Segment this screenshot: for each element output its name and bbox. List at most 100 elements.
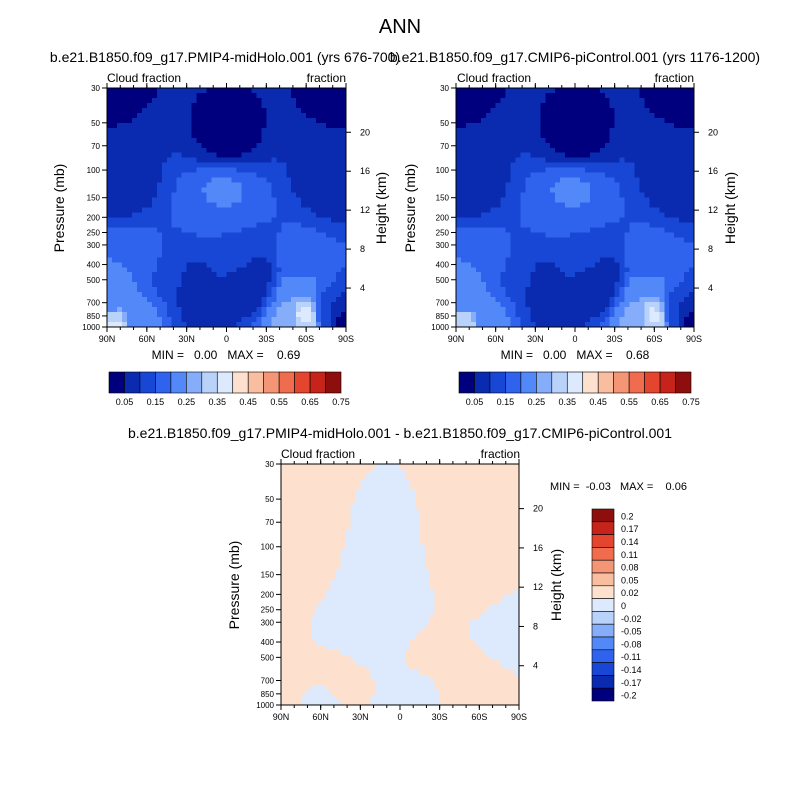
field-cell (485, 227, 492, 233)
field-cell (684, 88, 690, 94)
field-cell (674, 132, 680, 139)
field-cell (510, 207, 517, 214)
field-cell (460, 207, 467, 214)
field-cell (609, 242, 616, 248)
field-cell (196, 222, 203, 229)
field-cell (341, 222, 347, 229)
field-cell (456, 92, 462, 99)
field-cell (166, 172, 173, 179)
field-cell (649, 147, 655, 154)
field-cell (689, 322, 695, 328)
field-cell (186, 312, 193, 318)
field-cell (166, 322, 173, 328)
field-cell (545, 102, 551, 109)
field-cell (171, 107, 178, 114)
field-cell (475, 222, 482, 229)
field-cell (515, 307, 522, 313)
field-cell (664, 177, 670, 184)
field-cell (131, 262, 138, 268)
field-cell (689, 127, 695, 134)
field-cell (470, 152, 477, 159)
field-cell (575, 237, 581, 243)
field-cell (350, 474, 356, 480)
field-cell (614, 172, 621, 179)
field-cell (495, 177, 502, 184)
field-cell (500, 267, 507, 273)
field-cell (311, 187, 317, 194)
field-cell (271, 307, 277, 313)
field-cell (111, 112, 118, 119)
field-cell (246, 282, 252, 288)
field-cell (121, 322, 128, 328)
field-cell (156, 312, 163, 318)
field-cell (560, 212, 566, 219)
field-cell (470, 317, 477, 323)
field-cell (510, 292, 517, 298)
field-cell (321, 137, 327, 144)
field-cell (609, 197, 616, 204)
field-cell (540, 187, 546, 194)
field-cell (191, 152, 198, 159)
field-cell (176, 102, 183, 109)
field-cell (584, 107, 591, 114)
field-cell (336, 257, 342, 263)
field-cell (654, 162, 660, 169)
field-cell (480, 322, 487, 328)
field-cell (619, 102, 626, 109)
field-cell (456, 242, 462, 248)
field-cell (186, 142, 193, 149)
field-cell (589, 177, 596, 184)
field-cell (540, 102, 546, 109)
field-cell (186, 282, 193, 288)
field-cell (639, 282, 646, 288)
field-cell (286, 322, 292, 328)
field-cell (629, 297, 636, 303)
field-cell (365, 464, 371, 470)
field-cell (515, 117, 522, 124)
field-cell (276, 122, 282, 129)
field-cell (575, 92, 581, 99)
field-cell (454, 464, 461, 470)
field-cell (624, 222, 631, 229)
field-cell (191, 252, 198, 258)
field-cell (316, 147, 322, 154)
field-cell (520, 232, 527, 238)
field-cell (560, 152, 566, 159)
field-cell (644, 277, 650, 283)
field-cell (156, 302, 163, 308)
field-cell (570, 202, 576, 209)
field-cell (136, 237, 143, 243)
field-cell (634, 197, 641, 204)
field-cell (296, 88, 302, 94)
field-cell (306, 172, 312, 179)
field-cell (525, 217, 531, 224)
field-cell (649, 127, 655, 134)
field-cell (520, 202, 527, 209)
field-cell (276, 232, 282, 238)
field-cell (535, 257, 541, 263)
field-cell (619, 107, 626, 114)
field-cell (241, 142, 248, 149)
field-cell (256, 232, 262, 238)
field-cell (560, 257, 566, 263)
field-cell (500, 322, 507, 328)
field-cell (475, 152, 482, 159)
field-cell (216, 107, 223, 114)
field-cell (540, 277, 546, 283)
field-cell (107, 282, 113, 288)
field-cell (121, 207, 128, 214)
field-cell (186, 267, 193, 273)
field-cell (107, 297, 113, 303)
field-cell (540, 322, 546, 328)
field-cell (614, 92, 621, 99)
field-cell (116, 282, 123, 288)
field-cell (156, 207, 163, 214)
field-cell (515, 172, 522, 179)
field-cell (246, 102, 252, 109)
field-cell (281, 262, 287, 268)
field-cell (664, 102, 670, 109)
field-cell (286, 297, 292, 303)
field-cell (629, 137, 636, 144)
field-cell (286, 132, 292, 139)
field-cell (669, 97, 675, 104)
